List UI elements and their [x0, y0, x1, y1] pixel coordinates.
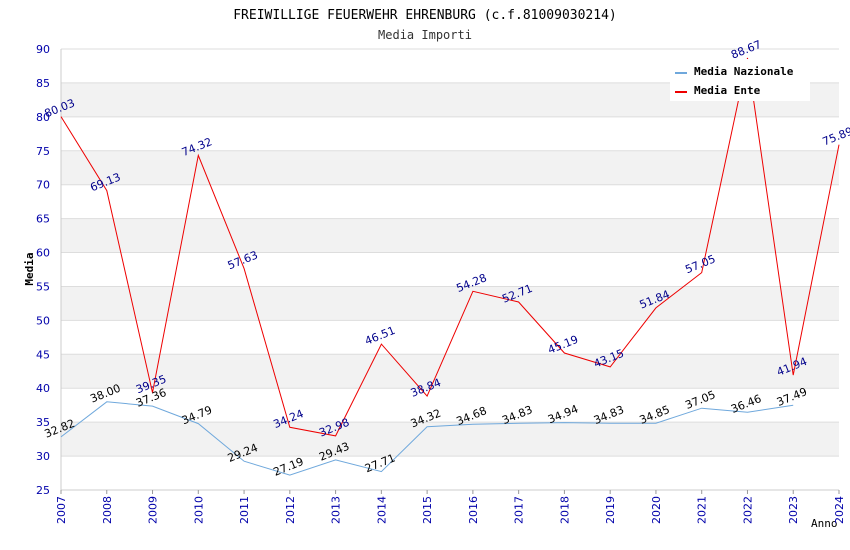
series-line-media-nazionale [60, 401, 794, 476]
grid-band [61, 150, 839, 185]
grid-lines [60, 48, 839, 491]
x-tick-label: 2018 [558, 496, 571, 524]
y-tick-label: 60 [36, 247, 50, 260]
x-axis-label: Anno [811, 517, 838, 530]
x-tick-label: 2016 [467, 496, 480, 524]
x-tick-label: 2020 [650, 496, 663, 524]
series-group [60, 57, 840, 476]
y-tick-label: 30 [36, 450, 50, 463]
grid-band [61, 354, 839, 389]
y-tick-label: 35 [36, 416, 50, 429]
data-label-ente: 57.05 [683, 252, 717, 276]
series-line-media-ente [60, 57, 840, 437]
x-tick-labels: 2007 2008 2009 2010 2011 2012 2013 2014 2015 2016… [55, 490, 846, 524]
legend: Media Nazionale Media Ente [670, 59, 810, 101]
data-label-nazionale: 27.19 [271, 455, 305, 479]
y-tick-label: 65 [36, 213, 50, 226]
chart-subtitle: Media Importi [378, 28, 472, 42]
y-tick-label: 75 [36, 145, 50, 158]
grid-band [61, 422, 839, 457]
y-tick-label: 85 [36, 77, 50, 90]
grid-band [61, 218, 839, 253]
x-tick-label: 2019 [604, 496, 617, 524]
x-tick-label: 2015 [421, 496, 434, 524]
x-tick-label: 2012 [284, 496, 297, 524]
background-bands [61, 82, 839, 457]
x-tick-label: 2010 [192, 496, 205, 524]
y-tick-label: 55 [36, 280, 50, 293]
y-tick-label: 40 [36, 382, 50, 395]
legend-label-ente: Media Ente [694, 84, 761, 97]
y-tick-label: 90 [36, 43, 50, 56]
x-tick-label: 2013 [330, 496, 343, 524]
x-tick-label: 2023 [787, 496, 800, 524]
grid-band [61, 286, 839, 321]
data-label-ente: 45.19 [546, 333, 580, 357]
x-tick-label: 2024 [833, 496, 846, 524]
x-tick-label: 2021 [696, 496, 709, 524]
x-tick-label: 2007 [55, 496, 68, 524]
legend-box [670, 59, 810, 101]
y-tick-label: 50 [36, 314, 50, 327]
data-label-ente: 75.89 [821, 125, 850, 149]
x-tick-label: 2022 [741, 496, 754, 524]
y-tick-label: 70 [36, 179, 50, 192]
y-axis-label: Media [23, 252, 36, 285]
y-tick-label: 80 [36, 111, 50, 124]
x-tick-label: 2009 [147, 496, 160, 524]
chart-title: FREIWILLIGE FEUERWEHR EHRENBURG (c.f.810… [233, 8, 617, 23]
x-tick-label: 2008 [101, 496, 114, 524]
legend-label-nazionale: Media Nazionale [694, 65, 794, 78]
data-label-ente: 88.67 [729, 38, 763, 62]
x-tick-label: 2014 [375, 496, 388, 524]
x-tick-label: 2011 [238, 496, 251, 524]
x-tick-label: 2017 [513, 496, 526, 524]
y-tick-label: 25 [36, 484, 50, 497]
data-label-ente: 46.51 [363, 324, 397, 348]
y-tick-label: 45 [36, 348, 50, 361]
y-tick-labels: 25 30 35 40 45 50 55 60 65 70 75 80 85 90 [36, 43, 50, 497]
